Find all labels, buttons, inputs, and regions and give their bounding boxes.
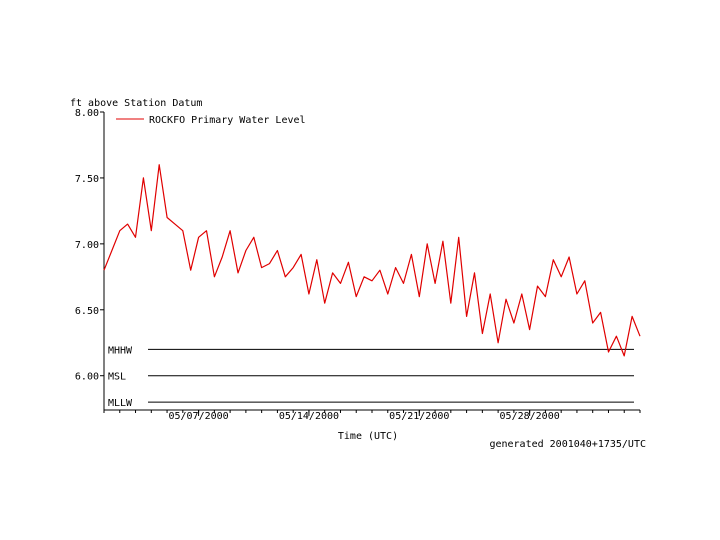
y-axis-label: ft above Station Datum: [70, 98, 202, 109]
x-axis-label: Time (UTC): [338, 431, 398, 442]
y-tick-label: 6.50: [75, 306, 99, 317]
legend-label: ROCKFO Primary Water Level: [149, 115, 306, 126]
x-tick-label: 05/21/2000: [389, 411, 449, 422]
x-tick-label: 05/07/2000: [168, 411, 228, 422]
reference-label-mllw: MLLW: [108, 398, 133, 409]
y-tick-label: 7.50: [75, 174, 99, 185]
legend: ROCKFO Primary Water Level: [116, 115, 306, 126]
generated-footer: generated 2001040+1735/UTC: [489, 439, 646, 450]
x-tick-label: 05/28/2000: [500, 411, 560, 422]
plot-frame: [103, 112, 640, 411]
y-tick-label: 7.00: [75, 240, 99, 251]
y-tick-label: 8.00: [75, 108, 99, 119]
x-tick-label: 05/14/2000: [279, 411, 339, 422]
y-tick-label: 6.00: [75, 372, 99, 383]
reference-label-mhhw: MHHW: [108, 345, 133, 356]
series-line-water-level: [103, 164, 641, 357]
reference-label-msl: MSL: [108, 372, 126, 383]
